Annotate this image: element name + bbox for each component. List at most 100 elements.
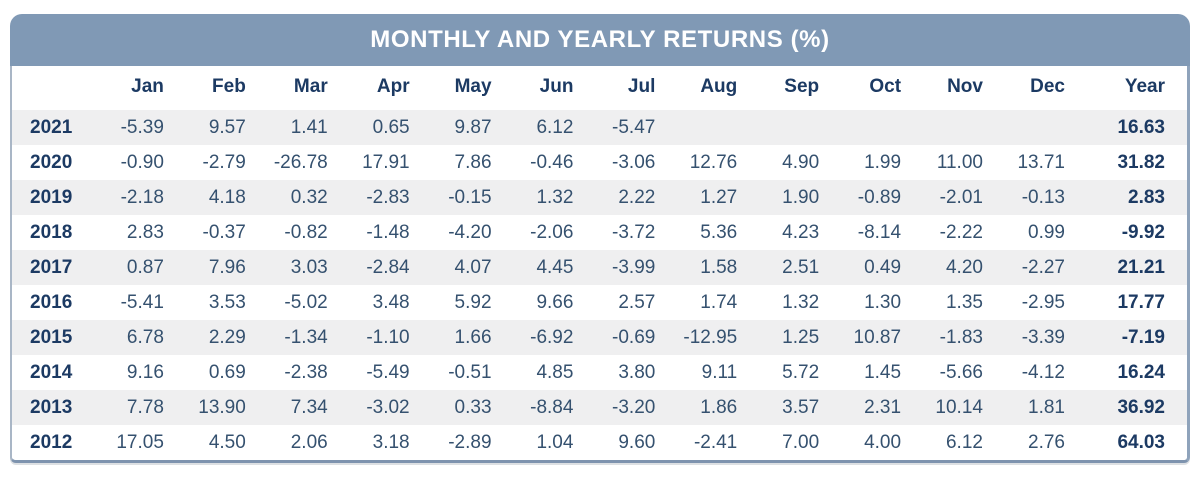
month-return-cell: 10.87 [853,326,902,348]
month-return-cell: 3.57 [782,396,820,418]
panel-title: MONTHLY AND YEARLY RETURNS (%) [370,26,830,53]
month-return-cell: -5.66 [939,361,983,383]
month-return-cell: -2.18 [120,186,164,208]
month-return-cell: -26.78 [273,151,328,173]
month-return-cell: 9.16 [126,361,164,383]
month-return-cell: 6.78 [126,326,164,348]
year-total-cell: 17.77 [1117,291,1165,313]
month-return-cell: 4.20 [945,256,983,278]
month-return-cell: -0.13 [1021,186,1065,208]
year-label: 2015 [30,326,73,348]
month-return-cell: 1.30 [864,291,902,313]
month-return-cell: 9.60 [618,431,656,453]
month-return-cell [665,110,747,145]
month-return-cell: -2.89 [448,431,492,453]
month-return-cell: 1.27 [700,186,738,208]
month-return-cell: 3.48 [372,291,410,313]
month-return-cell: -2.41 [693,431,738,453]
month-return-cell: 11.00 [936,151,983,173]
year-total-cell: 16.24 [1117,361,1165,383]
month-return-cell: -2.06 [530,221,574,243]
column-header-dec: Dec [1030,76,1065,97]
column-header-apr: Apr [376,76,410,97]
month-return-cell: -0.15 [448,186,492,208]
month-return-cell: -4.20 [448,221,492,243]
year-total-cell: -9.92 [1121,221,1165,243]
table-row-2019: 2019 -2.18 4.18 0.32 -2.83 -0.15 1.32 2.22 1.27 1… [12,180,1187,215]
table-row-2018: 2018 2.83 -0.37 -0.82 -1.48 -4.20 -2.06 -3.72 5.… [12,215,1187,250]
month-return-cell: 13.90 [198,396,246,418]
month-return-cell: 2.57 [618,291,656,313]
month-return-cell: 4.00 [864,431,902,453]
month-return-cell: 17.05 [116,431,164,453]
month-return-cell: -12.95 [683,326,738,348]
month-return-cell: 1.04 [536,431,574,453]
month-return-cell: -2.79 [202,151,246,173]
column-header-jun: Jun [539,76,574,97]
month-return-cell: 2.06 [290,431,328,453]
month-return-cell: 2.76 [1028,431,1065,453]
month-return-cell: -5.39 [120,116,164,138]
month-return-cell: -2.83 [366,186,410,208]
month-return-cell: 6.12 [536,116,574,138]
year-label: 2019 [30,186,73,208]
month-return-cell: -2.84 [366,256,410,278]
column-header-row: Jan Feb Mar Apr May Jun Jul Aug Sep Oct Nov Dec Year [12,66,1187,110]
table-row-2014: 2014 9.16 0.69 -2.38 -5.49 -0.51 4.85 3.80 9.11 5… [12,355,1187,390]
month-return-cell: 4.85 [536,361,574,383]
year-total-cell: 2.83 [1128,186,1165,208]
year-total-cell: 64.03 [1117,431,1165,453]
month-return-cell: -3.20 [612,396,656,418]
month-return-cell: 7.78 [126,396,164,418]
month-return-cell: 9.11 [701,361,738,383]
month-return-cell: 7.34 [290,396,328,418]
month-return-cell: 1.99 [864,151,902,173]
year-label: 2013 [30,396,73,418]
year-total-cell: 16.63 [1117,116,1165,138]
month-return-cell: 0.87 [126,256,164,278]
month-return-cell: 0.33 [454,396,492,418]
month-return-cell: -0.89 [857,186,902,208]
month-return-cell: 1.35 [945,291,983,313]
month-return-cell: 4.50 [208,431,246,453]
month-return-cell: 1.32 [782,291,820,313]
month-return-cell: 1.74 [700,291,738,313]
month-return-cell: 5.72 [782,361,820,383]
month-return-cell: -0.82 [284,221,328,243]
month-return-cell: -5.02 [284,291,328,313]
month-return-cell [747,110,829,145]
panel-body: Jan Feb Mar Apr May Jun Jul Aug Sep Oct Nov Dec Year… [10,66,1190,463]
month-return-cell: -3.02 [366,396,410,418]
year-label: 2012 [30,431,73,453]
table-body: 2021 -5.39 9.57 1.41 0.65 9.87 6.12 -5.47 16.63 2… [12,110,1187,460]
month-return-cell: 9.57 [208,116,246,138]
column-header-jul: Jul [627,76,656,97]
monthly-returns-table: Jan Feb Mar Apr May Jun Jul Aug Sep Oct Nov Dec Year… [12,66,1187,460]
month-return-cell: 1.58 [700,256,738,278]
table-row-2017: 2017 0.87 7.96 3.03 -2.84 4.07 4.45 -3.99 1.58 2.… [12,250,1187,285]
month-return-cell: 2.31 [864,396,902,418]
month-return-cell: 0.49 [864,256,902,278]
year-label: 2021 [30,116,73,138]
table-row-2021: 2021 -5.39 9.57 1.41 0.65 9.87 6.12 -5.47 16.63 [12,110,1187,145]
month-return-cell: 1.45 [864,361,902,383]
month-return-cell: 0.65 [372,116,410,138]
month-return-cell: -1.34 [284,326,328,348]
month-return-cell: 2.51 [782,256,820,278]
year-label: 2018 [30,221,73,243]
column-header-year: Year [1124,76,1165,97]
month-return-cell [993,110,1075,145]
column-header-sep: Sep [784,76,820,97]
column-header-aug: Aug [700,76,738,97]
month-return-cell: 10.14 [935,396,983,418]
month-return-cell: 1.32 [536,186,574,208]
month-return-cell: 1.41 [290,116,328,138]
row-label-column-header [12,66,92,110]
month-return-cell: -3.06 [612,151,656,173]
month-return-cell: 3.53 [208,291,246,313]
month-return-cell: 7.96 [208,256,246,278]
month-return-cell: 7.00 [782,431,820,453]
month-return-cell: -5.41 [120,291,164,313]
month-return-cell: 2.22 [618,186,656,208]
month-return-cell: 9.66 [536,291,574,313]
